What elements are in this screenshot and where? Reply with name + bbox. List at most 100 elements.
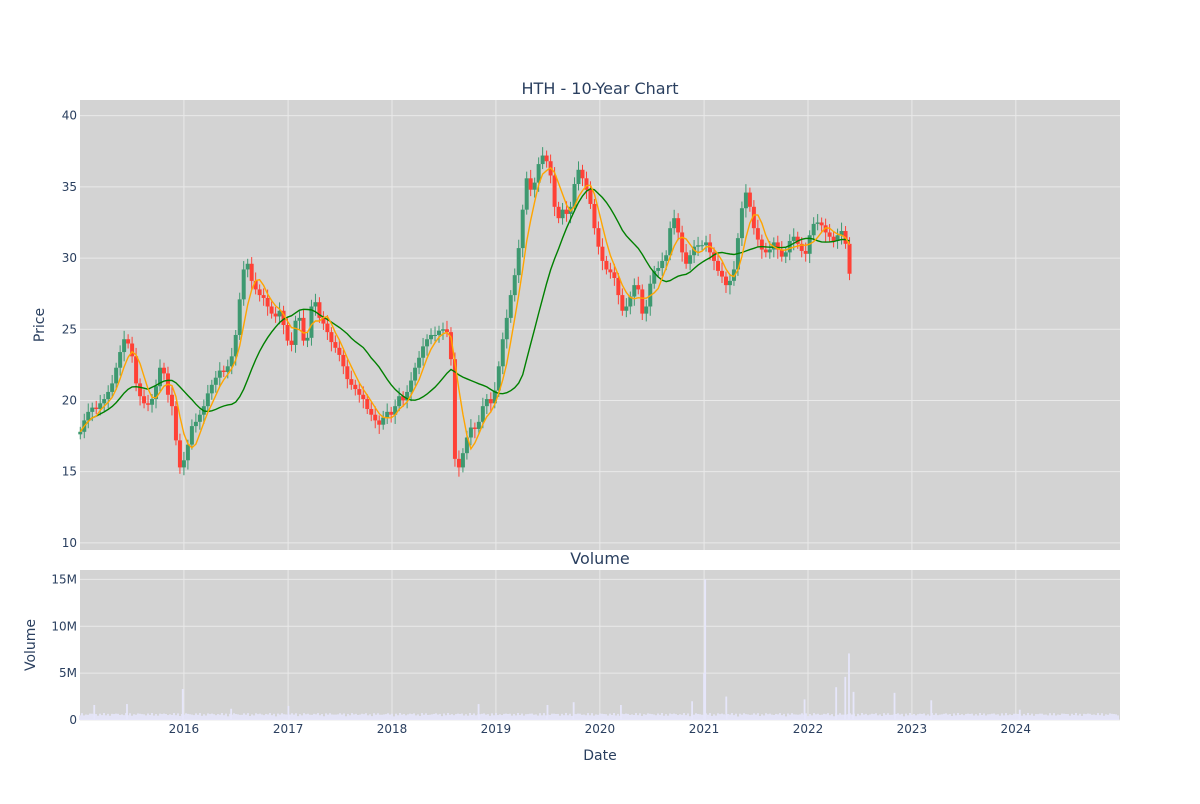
volume-bar (677, 715, 679, 720)
volume-bar (215, 715, 217, 720)
volume-bar (249, 716, 251, 720)
price-y-tick-label: 30 (62, 251, 77, 265)
candle-body (377, 420, 382, 425)
volume-bar (213, 714, 215, 720)
volume-bar (545, 715, 547, 720)
candle-body (425, 339, 430, 347)
volume-bar (527, 714, 529, 720)
candle-body (197, 414, 202, 422)
volume-bar (1053, 713, 1055, 720)
volume-bar (1003, 715, 1005, 720)
volume-bar (227, 716, 229, 720)
volume-bar (1101, 713, 1103, 720)
candle-body (727, 280, 732, 286)
volume-bar (719, 714, 721, 720)
volume-bar (787, 713, 789, 720)
volume-bar (697, 714, 699, 720)
volume-bar (475, 715, 477, 720)
volume-bar (401, 714, 403, 720)
volume-bar (1079, 713, 1081, 720)
volume-bar (455, 714, 457, 720)
volume-bar (253, 715, 255, 720)
volume-bar (763, 715, 765, 720)
volume-bar (321, 714, 323, 720)
volume-bar (653, 714, 655, 720)
candle-body (110, 383, 115, 392)
candle-body (341, 354, 346, 367)
volume-bar (947, 714, 949, 720)
volume-bar (421, 713, 423, 720)
candle-body (393, 406, 398, 415)
candle-body (480, 406, 485, 422)
volume-chart-title: Volume (570, 549, 630, 568)
volume-bar (481, 713, 483, 720)
volume-bar (263, 715, 265, 720)
candle-body (440, 329, 445, 331)
volume-bar (1075, 712, 1077, 720)
volume-bar (299, 714, 301, 720)
volume-bar (897, 713, 899, 720)
volume-bar (113, 714, 115, 720)
volume-spike-bar (620, 705, 622, 720)
volume-bar (405, 715, 407, 720)
volume-bar (1011, 715, 1013, 720)
candle-body (739, 208, 744, 239)
volume-bar (1103, 715, 1105, 720)
candle-body (365, 399, 370, 410)
volume-spike-bar (803, 699, 806, 720)
volume-bar (733, 715, 735, 720)
candle-body (205, 393, 210, 407)
volume-bar (1025, 715, 1027, 720)
candle-body (257, 289, 262, 296)
volume-bar (429, 714, 431, 720)
volume-bar (679, 714, 681, 720)
volume-bar (1091, 714, 1093, 720)
volume-bar (195, 713, 197, 720)
volume-bar (229, 713, 231, 720)
volume-bar (301, 715, 303, 720)
volume-bar (671, 714, 673, 720)
volume-bar (251, 714, 253, 720)
candle-body (385, 411, 390, 418)
volume-bar (621, 713, 623, 720)
volume-bar (499, 714, 501, 720)
volume-bar (319, 715, 321, 720)
candle-body (584, 178, 589, 190)
volume-bar (327, 714, 329, 720)
volume-bar (385, 714, 387, 720)
volume-spike-bar (835, 687, 838, 720)
volume-bar (713, 714, 715, 720)
volume-bar (589, 715, 591, 720)
volume-bar (255, 713, 257, 720)
candle-body (524, 178, 529, 210)
volume-bar (283, 714, 285, 720)
volume-bar (591, 713, 593, 720)
volume-bar (593, 715, 595, 720)
volume-bar (585, 715, 587, 720)
volume-bar (191, 714, 193, 720)
volume-bar (927, 714, 929, 720)
volume-bar (869, 714, 871, 720)
volume-bar (371, 716, 373, 720)
volume-bar (221, 713, 223, 720)
volume-bar (753, 713, 755, 720)
volume-bar (359, 714, 361, 720)
volume-bar (1057, 714, 1059, 720)
candle-body (193, 421, 198, 427)
candle-body (759, 239, 764, 250)
volume-bar (135, 714, 137, 720)
volume-bar (269, 713, 271, 720)
candle-body (640, 289, 645, 314)
candle-body (819, 222, 824, 226)
volume-bar (813, 713, 815, 720)
candle-body (413, 367, 418, 381)
candle-body (158, 367, 162, 387)
volume-bar (555, 714, 557, 720)
volume-bar (831, 714, 833, 720)
volume-bar (487, 714, 489, 720)
candle-body (544, 155, 549, 162)
volume-bar (765, 713, 767, 720)
volume-bar (1077, 715, 1079, 720)
candle-body (684, 252, 689, 264)
